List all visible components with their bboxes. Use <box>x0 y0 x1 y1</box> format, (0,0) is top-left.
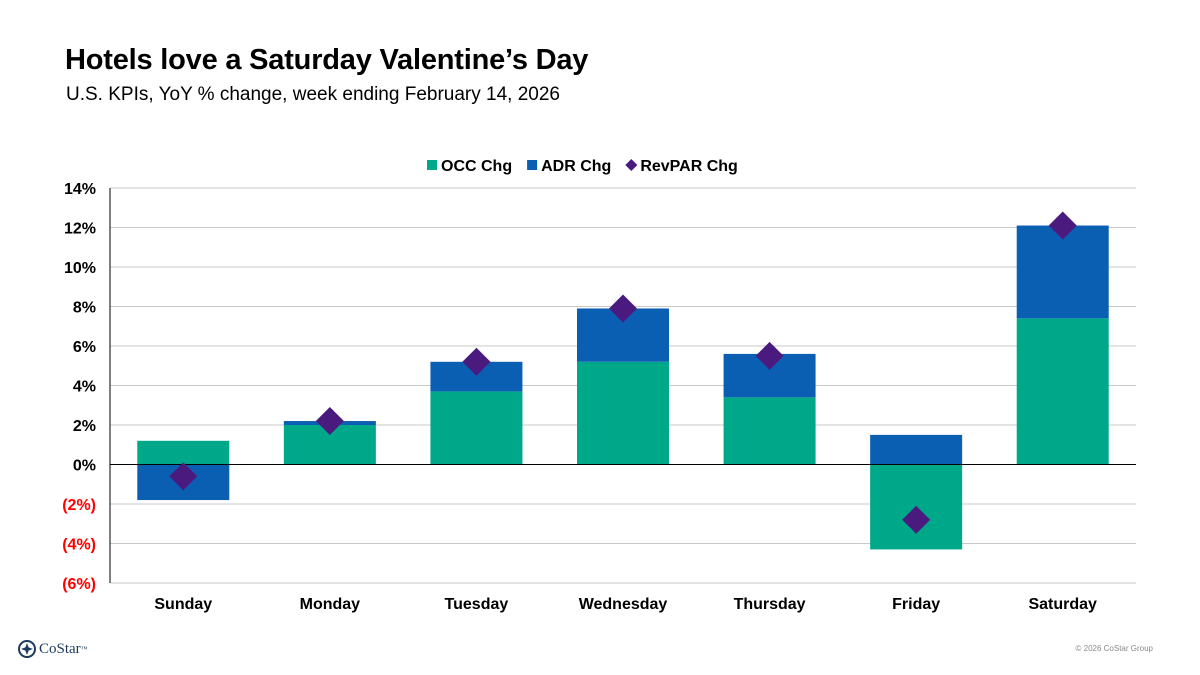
y-tick-label: 8% <box>73 300 96 317</box>
revpar-marker <box>1048 211 1077 240</box>
costar-logo-text: CoStar <box>39 640 81 657</box>
x-tick-label: Friday <box>892 596 940 613</box>
revpar-marker <box>315 407 344 436</box>
legend-revpar-swatch <box>625 159 638 171</box>
revpar-marker <box>169 462 198 491</box>
y-tick-label: 14% <box>64 181 96 198</box>
costar-logo: CoStar ™ <box>18 640 88 658</box>
occ-bar <box>430 391 523 465</box>
y-tick-label: (4%) <box>62 537 96 554</box>
legend-occ-swatch <box>427 160 437 170</box>
occ-bar <box>723 397 816 465</box>
legend-occ-label: OCC Chg <box>441 158 512 175</box>
occ-bar <box>1016 318 1109 465</box>
adr-bar <box>1016 225 1109 319</box>
copyright-text: © 2026 CoStar Group <box>1075 644 1154 653</box>
legend-adr-swatch <box>527 160 538 170</box>
chart-subtitle: U.S. KPIs, YoY % change, week ending Feb… <box>66 84 560 105</box>
legend-revpar-label: RevPAR Chg <box>640 158 738 175</box>
x-tick-label: Tuesday <box>445 596 509 613</box>
revpar-marker <box>462 347 491 376</box>
y-tick-label: 10% <box>64 260 96 277</box>
x-tick-label: Thursday <box>734 596 806 613</box>
revpar-marker <box>609 294 637 323</box>
adr-bar <box>870 434 963 465</box>
chart-title: Hotels love a Saturday Valentine’s Day <box>65 44 589 76</box>
occ-bar <box>137 440 230 465</box>
y-tick-label: 0% <box>73 458 96 475</box>
x-tick-label: Saturday <box>1028 596 1097 613</box>
y-tick-label: 4% <box>73 379 96 396</box>
y-tick-label: (2%) <box>62 497 96 514</box>
costar-logo-tm: ™ <box>80 645 88 653</box>
revpar-marker <box>902 505 931 534</box>
x-tick-label: Monday <box>300 596 361 613</box>
y-tick-label: (6%) <box>62 576 96 593</box>
y-tick-label: 2% <box>73 418 96 435</box>
costar-logo-icon <box>18 640 36 658</box>
revpar-marker <box>755 341 784 370</box>
y-tick-label: 12% <box>64 221 96 238</box>
y-tick-label: 6% <box>73 339 96 356</box>
x-tick-label: Sunday <box>154 596 212 613</box>
x-tick-label: Wednesday <box>579 596 668 613</box>
legend-adr-label: ADR Chg <box>541 158 611 175</box>
occ-bar <box>577 361 669 465</box>
